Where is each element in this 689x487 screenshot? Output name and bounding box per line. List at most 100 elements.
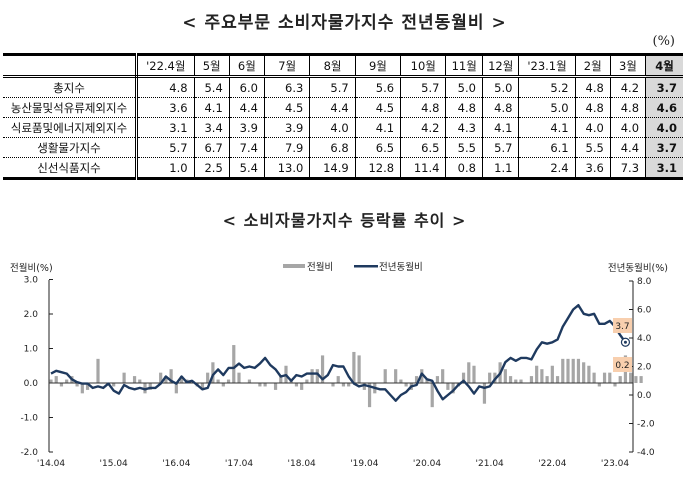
mom-bar (618, 376, 622, 383)
table-cell: 6.1 (518, 137, 576, 158)
mom-bar (441, 369, 445, 383)
mom-bar (597, 383, 601, 387)
table-cell: 5.4 (228, 157, 265, 179)
mom-bar (159, 372, 163, 383)
mom-bar (310, 369, 314, 383)
mom-bar (174, 383, 178, 394)
yoy-line (50, 304, 627, 402)
table-cell: 3.7 (645, 137, 683, 158)
table-cell: 6.5 (354, 137, 401, 158)
mom-bar (540, 369, 544, 383)
table-cell: 3.6 (574, 157, 611, 179)
table-cell: 4.0 (309, 117, 356, 138)
mom-bar (206, 372, 210, 383)
table-cell: 5.7 (481, 137, 519, 158)
right-tick-label: 6.0 (637, 306, 652, 316)
mom-bar (80, 383, 84, 394)
mom-bar (294, 383, 299, 387)
mom-bar (179, 376, 184, 383)
table-cell: 7.9 (263, 137, 310, 158)
table-cell: 4.4 (228, 97, 265, 118)
mom-bar (300, 383, 304, 390)
mom-bar (148, 383, 152, 390)
mom-bar (561, 358, 565, 383)
table-cell: 3.1 (136, 117, 195, 138)
mom-bar (54, 376, 58, 383)
left-tick-label: -1.0 (20, 414, 38, 424)
table-cell: 4.8 (445, 97, 483, 118)
table-row: 신선식품지수 1.0 2.5 5.4 13.0 14.9 12.8 11.4 0.8 1.1 2.4… (3, 157, 683, 179)
table-cell: 4.1 (193, 97, 230, 118)
table-cell: 7.4 (228, 137, 265, 158)
table-cell: 7.3 (609, 157, 646, 179)
mom-bar (211, 362, 215, 383)
table-cell: 5.0 (481, 76, 519, 98)
mom-bar (247, 379, 252, 383)
table-cell: 12.8 (354, 157, 401, 179)
mom-bar (529, 376, 534, 383)
mom-bar (305, 379, 309, 383)
table-cell: 4.8 (609, 97, 646, 118)
mom-bar (65, 379, 69, 383)
table-cell: 3.4 (193, 117, 230, 138)
table-cell: 4.8 (481, 97, 519, 118)
table-cell: 14.9 (309, 157, 356, 179)
column-header: 5월 (193, 54, 230, 78)
table-header-row: '22.4월 5월 6월 7월 8월 9월 10월 11월 12월 '23.1월 2월 3월 4월 (3, 54, 683, 78)
mom-bar (132, 376, 137, 383)
mom-bar (555, 376, 560, 383)
table-row: 총지수 4.8 5.4 6.0 6.3 5.7 5.6 5.7 5.0 5.0 5.2 4.8 4.2 3… (3, 76, 683, 98)
table-cell: 4.3 (445, 117, 483, 138)
x-tick-label: '22.04 (538, 459, 567, 469)
table-cell: 3.9 (263, 117, 310, 138)
left-tick-label: 2.0 (24, 310, 39, 320)
table-cell: 5.7 (136, 137, 195, 158)
callout-mom-box (613, 357, 632, 372)
mom-bar (336, 376, 340, 383)
table-cell: 2.4 (518, 157, 576, 179)
mom-bar (608, 372, 612, 383)
x-tick-label: '18.04 (288, 459, 317, 469)
mom-bar (472, 365, 476, 383)
row-label: 생활물가지수 (3, 137, 138, 158)
mom-bar (169, 369, 173, 383)
left-tick-label: 1.0 (24, 345, 39, 355)
table-cell: 5.5 (574, 137, 611, 158)
mom-bar (279, 376, 283, 383)
table-cell: 5.6 (354, 76, 401, 98)
mom-bar (545, 376, 549, 383)
column-header: 11월 (445, 54, 483, 78)
x-tick-label: '19.04 (350, 459, 379, 469)
table-cell: 5.7 (309, 76, 356, 98)
table-cell: 5.2 (518, 76, 576, 98)
mom-bar (566, 358, 570, 383)
table-cell: 4.5 (354, 97, 401, 118)
column-header: 10월 (400, 54, 446, 78)
column-header: 8월 (309, 54, 356, 78)
column-header: '23.1월 (518, 54, 576, 78)
table-cell: 4.8 (400, 97, 446, 118)
column-header: 12월 (481, 54, 519, 78)
mom-bar (414, 376, 419, 383)
mom-bar (315, 369, 319, 383)
table-cell: 2.5 (193, 157, 230, 179)
mom-bar (508, 376, 513, 383)
table-row: 농산물및석유류제외지수 3.6 4.1 4.4 4.5 4.4 4.5 4.8 4.8 4.8 5.… (3, 97, 683, 118)
table-cell: 4.8 (574, 97, 611, 118)
table-cell: 6.0 (228, 76, 265, 98)
x-tick-label: '23.04 (601, 459, 630, 469)
mom-bar (216, 379, 220, 383)
table-cell: 4.6 (645, 97, 683, 118)
table-cell: 3.7 (645, 76, 683, 98)
table-cell: 4.4 (309, 97, 356, 118)
mom-bar (347, 383, 351, 387)
column-header: 9월 (354, 54, 401, 78)
mom-bar (362, 383, 366, 390)
row-label: 총지수 (3, 76, 138, 98)
table-cell: 4.5 (263, 97, 310, 118)
table-cell: 5.0 (518, 97, 576, 118)
mom-bar (352, 351, 356, 383)
right-axis-label: 전년동월비(%) (608, 262, 668, 274)
mom-bar (367, 383, 372, 408)
table-cell: 4.1 (354, 117, 401, 138)
